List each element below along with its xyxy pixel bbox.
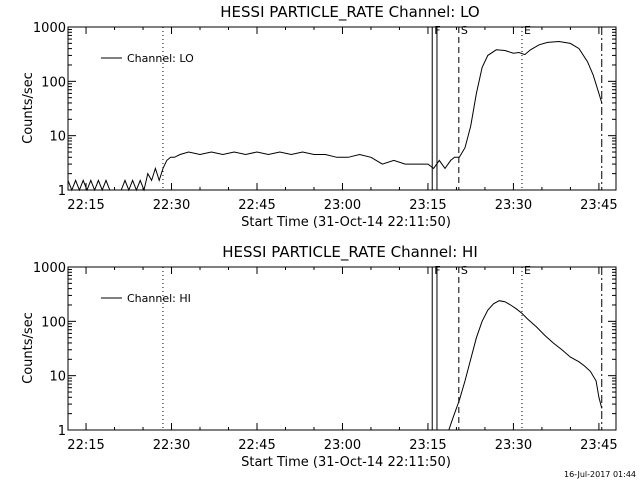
x-tick-label: 22:45 <box>238 438 275 453</box>
y-tick-label: 1 <box>58 424 66 439</box>
x-tick-label: 22:30 <box>153 198 190 213</box>
x-tick-label: 23:45 <box>580 438 617 453</box>
data-series-line <box>67 40 603 192</box>
y-tick-label: 1000 <box>33 21 66 36</box>
y-axis-label: Counts/sec <box>21 72 36 144</box>
chart-panel-lo: HESSI PARTICLE_RATE Channel: LO Start Ti… <box>21 3 618 230</box>
chart-panel-hi: HESSI PARTICLE_RATE Channel: HI Start Ti… <box>21 243 618 470</box>
x-tick-label: 23:30 <box>495 198 532 213</box>
x-tick-label: 22:15 <box>67 438 104 453</box>
y-tick-label: 1 <box>58 184 66 199</box>
x-tick-label: 23:00 <box>324 438 361 453</box>
legend-label: Channel: LO <box>127 52 194 65</box>
x-tick-label: 22:30 <box>153 438 190 453</box>
x-tick-label: 23:15 <box>409 198 446 213</box>
y-tick-label: 10 <box>49 370 66 385</box>
x-axis-label: Start Time (31-Oct-14 22:11:50) <box>241 455 451 470</box>
chart-title: HESSI PARTICLE_RATE Channel: HI <box>222 243 478 262</box>
legend-label: Channel: HI <box>127 292 191 305</box>
x-tick-label: 23:45 <box>580 198 617 213</box>
x-tick-label: 22:15 <box>67 198 104 213</box>
x-tick-label: 22:45 <box>238 198 275 213</box>
event-marker-label: E <box>524 264 531 277</box>
y-tick-label: 1000 <box>33 261 66 276</box>
y-tick-label: 100 <box>41 315 66 330</box>
chart-title: HESSI PARTICLE_RATE Channel: LO <box>220 3 479 22</box>
data-series-line <box>448 300 603 431</box>
y-tick-label: 10 <box>49 130 66 145</box>
event-marker-label: E <box>524 24 531 37</box>
event-marker-label: S <box>461 24 468 37</box>
x-tick-label: 23:00 <box>324 198 361 213</box>
x-tick-label: 23:30 <box>495 438 532 453</box>
y-tick-label: 100 <box>41 75 66 90</box>
y-axis-label: Counts/sec <box>21 312 36 384</box>
footer-timestamp: 16-Jul-2017 01:44 <box>564 470 636 479</box>
x-axis-label: Start Time (31-Oct-14 22:11:50) <box>241 215 451 230</box>
event-marker-label: S <box>461 264 468 277</box>
x-tick-label: 23:15 <box>409 438 446 453</box>
